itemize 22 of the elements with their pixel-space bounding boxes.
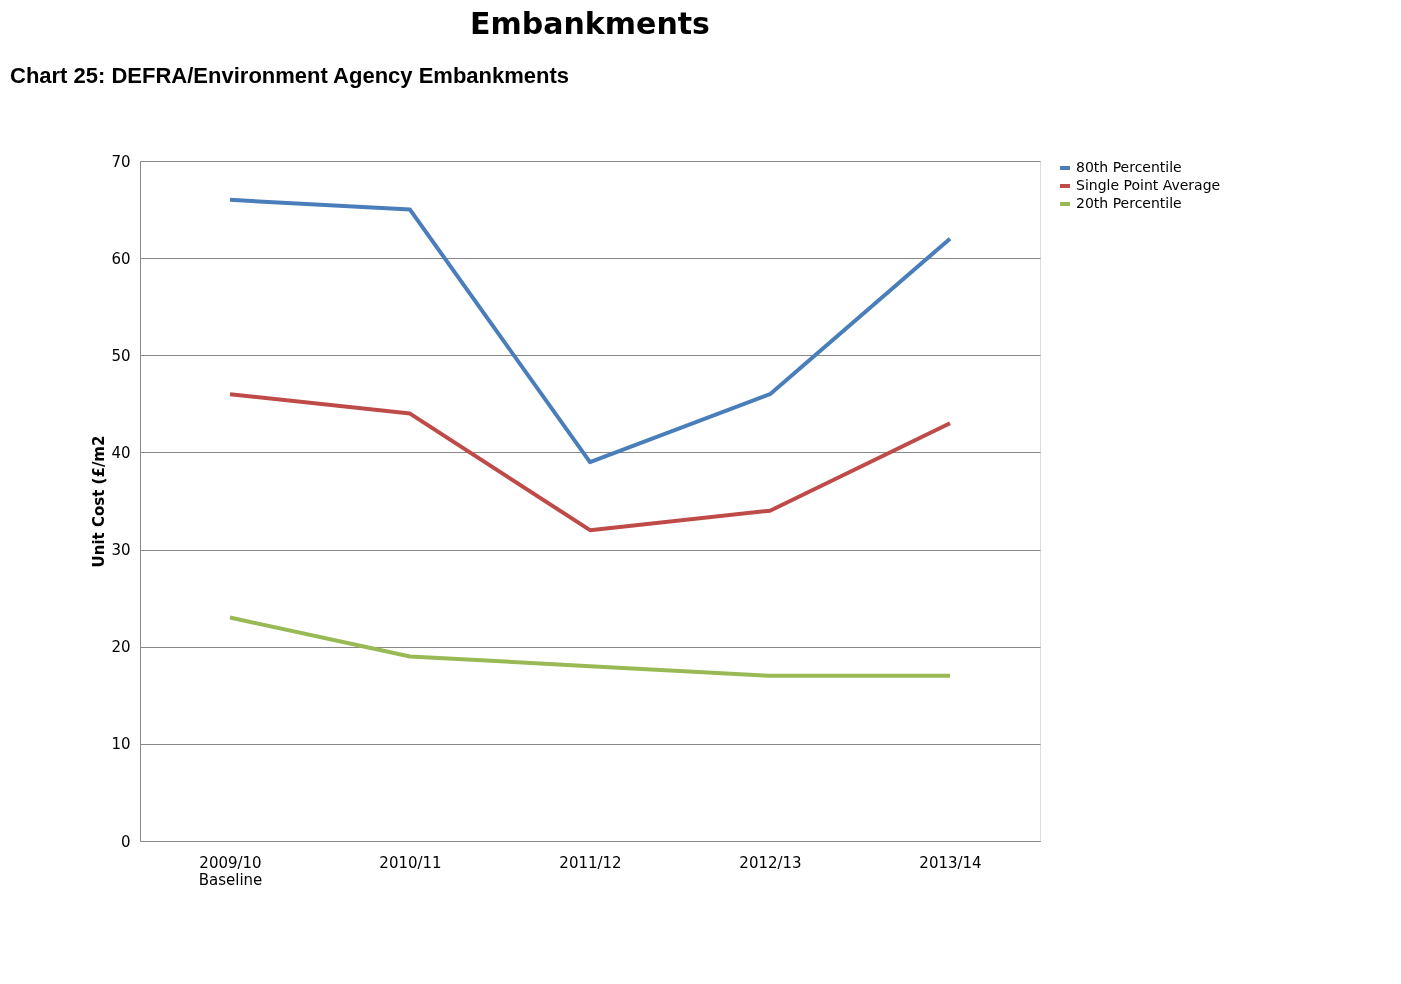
y-tick-label: 30: [111, 541, 131, 560]
legend-label: 80th Percentile: [1076, 159, 1182, 175]
y-tick-label: 10: [111, 735, 131, 754]
y-axis-title: Unit Cost (£/m2: [90, 435, 109, 568]
legend-label: 20th Percentile: [1076, 195, 1182, 211]
line-series: [228, 197, 952, 465]
x-tick-label: 2013/14: [919, 853, 982, 872]
caption: Chart 25: DEFRA/Environment Agency Embankments: [10, 63, 570, 88]
y-tick-label: 40: [111, 443, 131, 462]
legend-label: Single Point Average: [1076, 177, 1221, 193]
y-tick-label: 70: [111, 152, 131, 171]
line-series: [228, 615, 952, 678]
y-tick-label: 50: [111, 346, 131, 365]
x-tick-label: 2009/10 Baseline: [198, 853, 263, 889]
x-tick-label: 2011/12: [559, 853, 622, 872]
y-tick-label: 0: [120, 832, 131, 851]
line-series: [228, 392, 952, 533]
y-tick-label: 20: [111, 638, 131, 657]
x-tick-label: 2010/11: [379, 853, 442, 872]
y-tick-label: 60: [111, 249, 131, 268]
x-tick-label: 2012/13: [739, 853, 802, 872]
chart-title: Embankments: [470, 6, 710, 41]
